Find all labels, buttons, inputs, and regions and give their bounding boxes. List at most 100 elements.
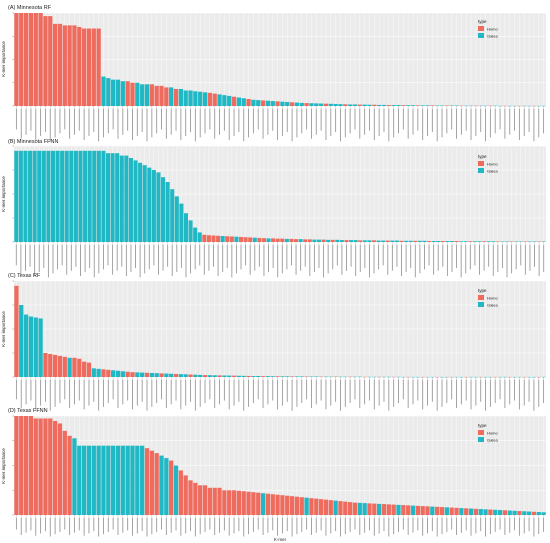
- panel-b-bar: [92, 150, 97, 242]
- x-tick-label: [30, 108, 32, 131]
- panel-c-bar: [169, 373, 174, 377]
- x-tick-label: [460, 244, 462, 278]
- panel-b-bar: [284, 238, 289, 242]
- x-tick-label: [112, 108, 114, 130]
- x-tick-label: [456, 517, 457, 535]
- x-tick-label: [480, 379, 482, 402]
- panel-c-bars: [14, 285, 546, 411]
- panel-d-bar: [333, 500, 338, 515]
- x-tick-label: [88, 517, 90, 534]
- panel-b-bar: [18, 150, 23, 242]
- panel-a-bar: [222, 95, 227, 106]
- panel-b-bar: [440, 241, 445, 242]
- x-tick-label: [538, 244, 540, 277]
- panel-b-bar: [376, 240, 381, 242]
- x-tick-label: [204, 517, 206, 532]
- x-tick-label: [431, 108, 433, 133]
- panel-c-bar: [38, 318, 43, 377]
- x-tick-label: [489, 517, 491, 535]
- x-tick-label: [344, 517, 346, 535]
- x-tick-label: [492, 244, 494, 277]
- x-tick-label: [132, 108, 133, 141]
- x-tick-label: [501, 244, 503, 269]
- panel-d-bar: [299, 497, 304, 515]
- x-tick-label: [199, 379, 201, 407]
- x-tick-label: [286, 108, 288, 133]
- panel-d-bar: [439, 507, 445, 515]
- x-tick-label: [325, 379, 327, 410]
- panel-c-bar: [115, 370, 121, 377]
- panel-b-bar: [234, 236, 239, 242]
- x-tick-label: [175, 108, 177, 131]
- panel-a-bar: [135, 82, 140, 106]
- x-tick-label: [412, 108, 414, 135]
- panel-a-bar: [120, 81, 125, 106]
- x-tick-label: [83, 379, 85, 410]
- x-tick-label: [428, 244, 430, 266]
- x-tick-label: [538, 379, 540, 407]
- panel-c-bar: [149, 372, 154, 377]
- panel-b-bar: [353, 240, 358, 242]
- x-tick-label: [330, 517, 332, 534]
- panel-a-bar: [275, 101, 280, 106]
- panel-a-bar: [352, 104, 358, 106]
- panel-d-bar: [488, 509, 493, 515]
- x-tick-label: [252, 379, 254, 404]
- x-tick-label: [323, 244, 325, 278]
- x-tick-label: [59, 379, 61, 404]
- x-tick-label: [84, 244, 86, 273]
- panel-d-bar: [372, 503, 377, 515]
- panel-d-bar: [410, 505, 416, 515]
- panel-b-bar: [193, 227, 198, 242]
- x-tick-label: [102, 244, 104, 270]
- x-tick-label: [141, 379, 143, 402]
- x-tick-label: [83, 517, 85, 536]
- panel-b-bar: [468, 241, 473, 242]
- panel-d-bar: [28, 416, 34, 515]
- panel-d-bar: [154, 453, 159, 515]
- x-tick-label: [543, 379, 545, 404]
- panel-d-bar: [48, 418, 53, 515]
- x-tick-label: [165, 379, 167, 409]
- x-tick-label: [410, 244, 412, 269]
- x-tick-label: [523, 517, 525, 534]
- x-tick-label: [132, 379, 133, 410]
- panel-b-ylabel: K-mer importance: [1, 176, 6, 212]
- panel-b-bar: [252, 237, 257, 242]
- x-tick-label: [89, 244, 91, 269]
- x-tick-label: [69, 379, 71, 409]
- x-tick-label: [335, 108, 337, 133]
- panel-b-bar: [436, 241, 441, 242]
- x-tick-label: [327, 244, 329, 274]
- panel-b-bar: [216, 235, 221, 242]
- x-tick-label: [494, 379, 496, 404]
- x-tick-label: [228, 379, 230, 410]
- panel-b-bar: [124, 155, 129, 242]
- panel-a-bar: [125, 81, 130, 106]
- x-tick-label: [485, 379, 486, 411]
- x-tick-label: [518, 517, 520, 536]
- panel-a-bar: [14, 13, 19, 106]
- x-tick-label: [54, 108, 56, 138]
- x-tick-label: [15, 517, 17, 530]
- x-tick-label: [383, 108, 385, 133]
- x-tick-label: [286, 379, 288, 402]
- x-tick-label: [156, 379, 158, 404]
- panel-a-bar: [420, 105, 425, 106]
- panel-b-bar: [161, 177, 166, 242]
- x-tick-label: [194, 379, 196, 411]
- x-tick-label: [349, 108, 351, 134]
- x-tick-label: [422, 379, 424, 410]
- x-tick-label: [494, 108, 496, 134]
- panel-d-bar: [101, 445, 106, 515]
- panel-c-bar: [207, 375, 213, 377]
- panel-d-bar: [526, 511, 532, 515]
- x-tick-label: [504, 379, 506, 409]
- panel-a-bar: [410, 105, 416, 106]
- panel-c-bar: [67, 357, 72, 377]
- x-tick-label: [49, 517, 51, 537]
- panel-d-bar: [178, 470, 183, 515]
- x-tick-label: [488, 244, 490, 267]
- x-tick-label: [243, 517, 245, 537]
- panel-a-bar: [415, 105, 420, 106]
